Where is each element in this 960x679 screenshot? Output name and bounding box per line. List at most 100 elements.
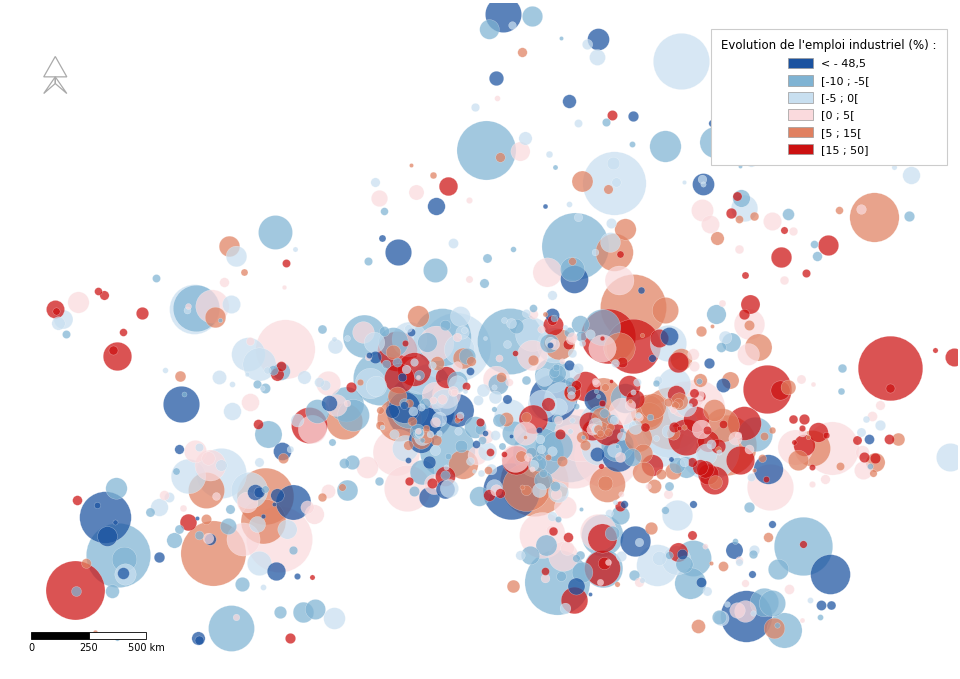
Point <box>671 422 686 433</box>
Point <box>242 335 257 346</box>
Point <box>338 399 353 409</box>
Point <box>362 350 377 361</box>
Point <box>927 344 943 355</box>
Point <box>213 468 228 479</box>
Point <box>326 612 342 623</box>
Point <box>612 510 627 521</box>
Point <box>882 363 898 374</box>
Point <box>431 414 446 424</box>
Point <box>632 576 647 587</box>
Point <box>180 304 195 315</box>
Point <box>454 327 469 337</box>
Point <box>691 390 707 401</box>
Point <box>590 526 606 537</box>
Text: 250: 250 <box>80 643 98 653</box>
Point <box>398 363 414 374</box>
Point <box>472 424 488 435</box>
Point <box>626 301 641 312</box>
Point <box>796 414 811 424</box>
Point <box>607 445 622 456</box>
Point <box>801 432 816 443</box>
Point <box>496 448 512 459</box>
Point <box>235 534 251 545</box>
Point <box>693 424 708 435</box>
Point <box>518 375 534 386</box>
Point <box>599 449 614 460</box>
Point <box>525 459 540 470</box>
Point <box>542 337 558 348</box>
Point <box>203 533 218 544</box>
Point <box>584 423 599 434</box>
Point <box>241 348 256 359</box>
Point <box>602 237 617 248</box>
Point <box>661 550 677 561</box>
Point <box>730 430 745 441</box>
Bar <box>88 632 146 639</box>
Point <box>568 580 584 591</box>
Point <box>252 557 267 568</box>
Point <box>304 424 320 435</box>
Point <box>533 324 548 335</box>
Point <box>523 447 539 458</box>
Point <box>438 470 453 481</box>
Point <box>643 523 659 534</box>
Point <box>482 446 497 457</box>
Point <box>550 402 565 413</box>
Point <box>758 474 774 485</box>
Point <box>764 598 780 608</box>
Point <box>626 569 641 580</box>
Point <box>695 179 710 189</box>
Point <box>468 101 483 112</box>
Point <box>741 443 756 454</box>
Point <box>517 427 533 438</box>
Point <box>546 340 562 350</box>
Point <box>627 394 642 405</box>
Point <box>882 383 898 394</box>
Point <box>699 585 714 596</box>
Point <box>834 363 850 373</box>
Point <box>538 572 553 583</box>
Point <box>635 574 650 585</box>
Point <box>544 315 560 326</box>
Point <box>546 367 562 378</box>
Point <box>865 468 880 479</box>
Point <box>427 445 443 456</box>
Legend: < - 48,5, [-10 ; -5[, [-5 ; 0[, [0 ; 5[, [5 ; 15[, [15 ; 50]: < - 48,5, [-10 ; -5[, [-5 ; 0[, [0 ; 5[,… <box>711 29 947 165</box>
Point <box>397 338 413 349</box>
Point <box>456 324 471 335</box>
Point <box>191 635 206 646</box>
Point <box>453 440 468 451</box>
Point <box>660 488 675 499</box>
Point <box>694 173 709 184</box>
Point <box>494 441 510 452</box>
Point <box>853 427 869 438</box>
Point <box>222 241 237 252</box>
Point <box>386 337 401 348</box>
Point <box>781 583 797 594</box>
Point <box>707 136 722 147</box>
Point <box>300 501 315 512</box>
Point <box>404 160 420 170</box>
Point <box>424 478 440 489</box>
Point <box>574 175 589 186</box>
Point <box>563 426 578 437</box>
Point <box>385 346 400 357</box>
Point <box>632 536 647 547</box>
Point <box>854 447 870 458</box>
Point <box>564 388 580 399</box>
Point <box>421 491 437 502</box>
Point <box>417 398 432 409</box>
Point <box>710 440 726 451</box>
Point <box>535 467 550 478</box>
Point <box>715 419 731 430</box>
Point <box>549 577 564 588</box>
Point <box>746 210 761 221</box>
Point <box>714 420 730 430</box>
Point <box>452 311 468 322</box>
Point <box>605 528 620 538</box>
Point <box>414 435 429 445</box>
Point <box>489 485 504 496</box>
Point <box>504 431 519 442</box>
Point <box>823 112 838 123</box>
Point <box>564 333 579 344</box>
